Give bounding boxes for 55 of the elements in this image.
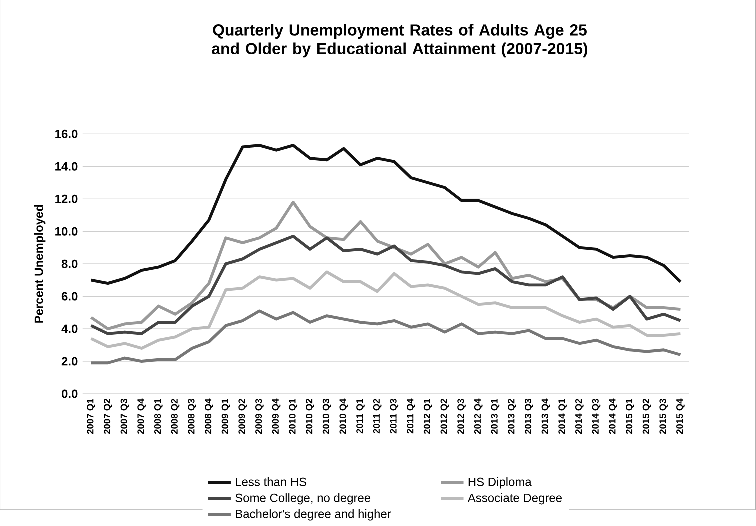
y-tick-label: 0.0: [62, 390, 78, 398]
x-tick-label: 2010 Q4: [340, 398, 348, 434]
y-tick-label: 10.0: [56, 228, 78, 236]
x-tick-label: 2012 Q4: [474, 398, 483, 434]
x-tick-label: 2008 Q1: [154, 399, 163, 434]
x-tick-label: 2010 Q1: [289, 399, 298, 434]
legend-label: Bachelor's degree and higher: [236, 510, 392, 521]
y-tick-label: 6.0: [62, 292, 78, 302]
x-tick-label: 2014 Q2: [575, 399, 584, 434]
x-tick-label: 2009 Q3: [256, 399, 264, 434]
x-tick-label: 2007 Q3: [120, 399, 130, 434]
x-tick-label: 2015 Q3: [660, 399, 668, 434]
y-tick-label: 16.0: [56, 130, 78, 139]
legend-label: HS Diploma: [468, 478, 532, 489]
x-tick-label: 2012 Q3: [458, 399, 466, 434]
x-tick-label: 2015 Q2: [642, 399, 652, 434]
x-tick-label: 2014 Q4: [609, 398, 618, 434]
x-tick-label: 2009 Q4: [272, 398, 281, 434]
x-tick-label: 2015 Q1: [626, 399, 634, 434]
x-tick-label: 2013 Q2: [508, 399, 516, 434]
x-tick-label: 2013 Q3: [524, 399, 534, 434]
x-tick-label: 2014 Q3: [592, 399, 601, 434]
x-tick-label: 2015 Q4: [676, 398, 685, 434]
x-tick-label: 2011 Q1: [356, 399, 365, 434]
legend-label: Associate Degree: [468, 494, 562, 505]
y-tick-label: 2.0: [62, 357, 78, 366]
x-tick-label: 2010 Q2: [306, 399, 314, 434]
y-tick-label: 12.0: [56, 195, 78, 204]
y-tick-label: 4.0: [62, 324, 78, 334]
x-tick-label: 2008 Q4: [205, 398, 214, 434]
x-tick-label: 2009 Q2: [238, 399, 248, 434]
line-series: [90, 235, 682, 336]
x-tick-label: 2013 Q4: [542, 398, 550, 434]
x-tick-label: 2011 Q2: [373, 399, 382, 434]
y-tick-label: 8.0: [62, 260, 78, 269]
legend-label: Less than HS: [236, 478, 307, 487]
x-tick-label: 2012 Q1: [424, 399, 432, 434]
line-series: [90, 310, 682, 365]
x-tick-label: 2008 Q3: [188, 399, 197, 434]
x-tick-label: 2014 Q1: [558, 399, 567, 434]
x-tick-label: 2007 Q2: [104, 399, 112, 434]
x-tick-label: 2010 Q3: [322, 399, 332, 434]
chart-title: Quarterly Unemployment Rates of Adults Age 25 and Older by Educational Attainment (2007-2015): [212, 24, 588, 58]
x-tick-label: 2008 Q2: [171, 399, 180, 434]
y-axis-title: Percent Unemployed: [34, 205, 46, 324]
x-tick-label: 2007 Q1: [87, 399, 96, 434]
x-tick-label: 2007 Q4: [138, 398, 146, 434]
x-tick-label: 2009 Q1: [222, 399, 230, 434]
x-tick-label: 2011 Q3: [390, 399, 399, 434]
x-tick-label: 2012 Q2: [440, 399, 450, 434]
legend-label: Some College, no degree: [236, 494, 371, 505]
y-tick-label: 14.0: [56, 162, 78, 172]
line-series: [90, 144, 682, 286]
x-tick-label: 2013 Q1: [491, 399, 500, 434]
x-tick-label: 2011 Q4: [407, 398, 416, 434]
